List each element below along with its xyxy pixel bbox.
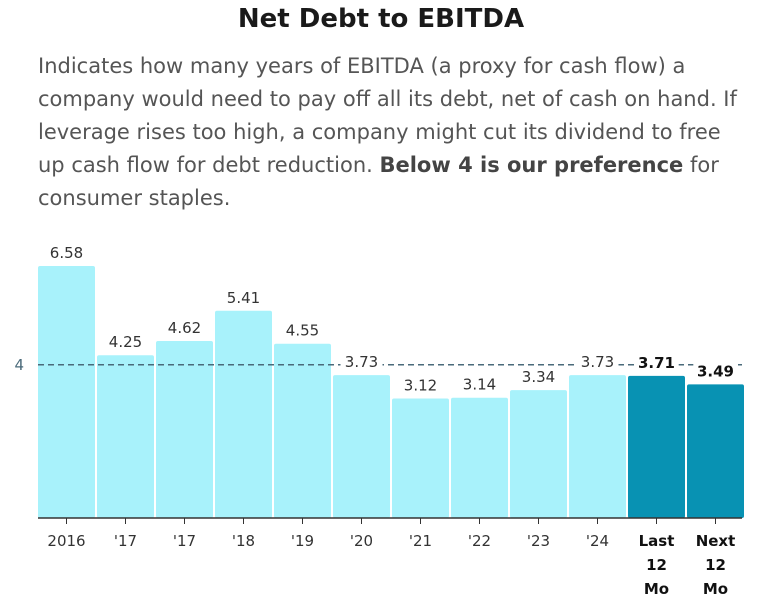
bar bbox=[510, 390, 567, 518]
bar bbox=[628, 375, 685, 518]
bar bbox=[392, 398, 449, 518]
x-tick-label: '21 bbox=[409, 532, 432, 550]
value-label-backdrop bbox=[163, 318, 206, 338]
value-label: 3.71 bbox=[638, 354, 675, 372]
bar bbox=[451, 397, 508, 518]
x-tick-label: '20 bbox=[350, 532, 373, 550]
chart-title: Net Debt to EBITDA bbox=[237, 4, 525, 34]
value-label: 3.12 bbox=[404, 377, 437, 395]
x-tick-label: '23 bbox=[527, 532, 550, 550]
value-label-backdrop bbox=[634, 352, 679, 372]
bar bbox=[38, 265, 95, 518]
value-label-backdrop bbox=[45, 242, 88, 262]
bar bbox=[97, 355, 154, 518]
bar bbox=[156, 341, 213, 518]
bar bbox=[333, 375, 390, 518]
value-label: 3.49 bbox=[697, 362, 734, 380]
value-label-backdrop bbox=[693, 361, 738, 381]
value-label-backdrop bbox=[281, 320, 324, 340]
x-tick-label: '24 bbox=[586, 532, 609, 550]
bar bbox=[687, 384, 744, 518]
description-emphasis: Below 4 is our preference bbox=[379, 153, 684, 177]
value-label: 3.14 bbox=[463, 376, 496, 394]
value-label-backdrop bbox=[458, 374, 501, 394]
x-tick-label: Last 12 Mo bbox=[639, 532, 675, 598]
x-tick-label: Next 12 Mo bbox=[696, 532, 736, 598]
value-label: 4.25 bbox=[109, 333, 142, 351]
x-tick-label: '17 bbox=[173, 532, 196, 550]
description-text-1: Indicates how many years of EBITDA (a pr… bbox=[38, 54, 737, 177]
value-label-backdrop bbox=[576, 352, 619, 372]
reference-line-label: 4 bbox=[14, 356, 24, 374]
description-text-2: for consumer staples. bbox=[38, 153, 719, 210]
x-tick-label: '18 bbox=[232, 532, 255, 550]
value-label: 6.58 bbox=[50, 244, 83, 262]
value-label: 4.62 bbox=[168, 319, 201, 337]
bar bbox=[274, 343, 331, 518]
value-label-backdrop bbox=[517, 367, 560, 387]
value-label-backdrop bbox=[104, 332, 147, 352]
value-label-backdrop bbox=[340, 352, 383, 372]
chart-description: Indicates how many years of EBITDA (a pr… bbox=[38, 50, 738, 215]
value-label: 3.34 bbox=[522, 368, 555, 386]
x-tick-label: '17 bbox=[114, 532, 137, 550]
bar bbox=[569, 375, 626, 518]
bar bbox=[215, 310, 272, 518]
x-tick-label: '22 bbox=[468, 532, 491, 550]
value-label-backdrop bbox=[399, 375, 442, 395]
value-label: 3.73 bbox=[345, 353, 378, 371]
x-tick-label: 2016 bbox=[47, 532, 85, 550]
value-label-backdrop bbox=[222, 287, 265, 307]
value-label: 5.41 bbox=[227, 289, 260, 307]
value-label: 4.55 bbox=[286, 322, 319, 340]
x-tick-label: '19 bbox=[291, 532, 314, 550]
value-label: 3.73 bbox=[581, 353, 614, 371]
